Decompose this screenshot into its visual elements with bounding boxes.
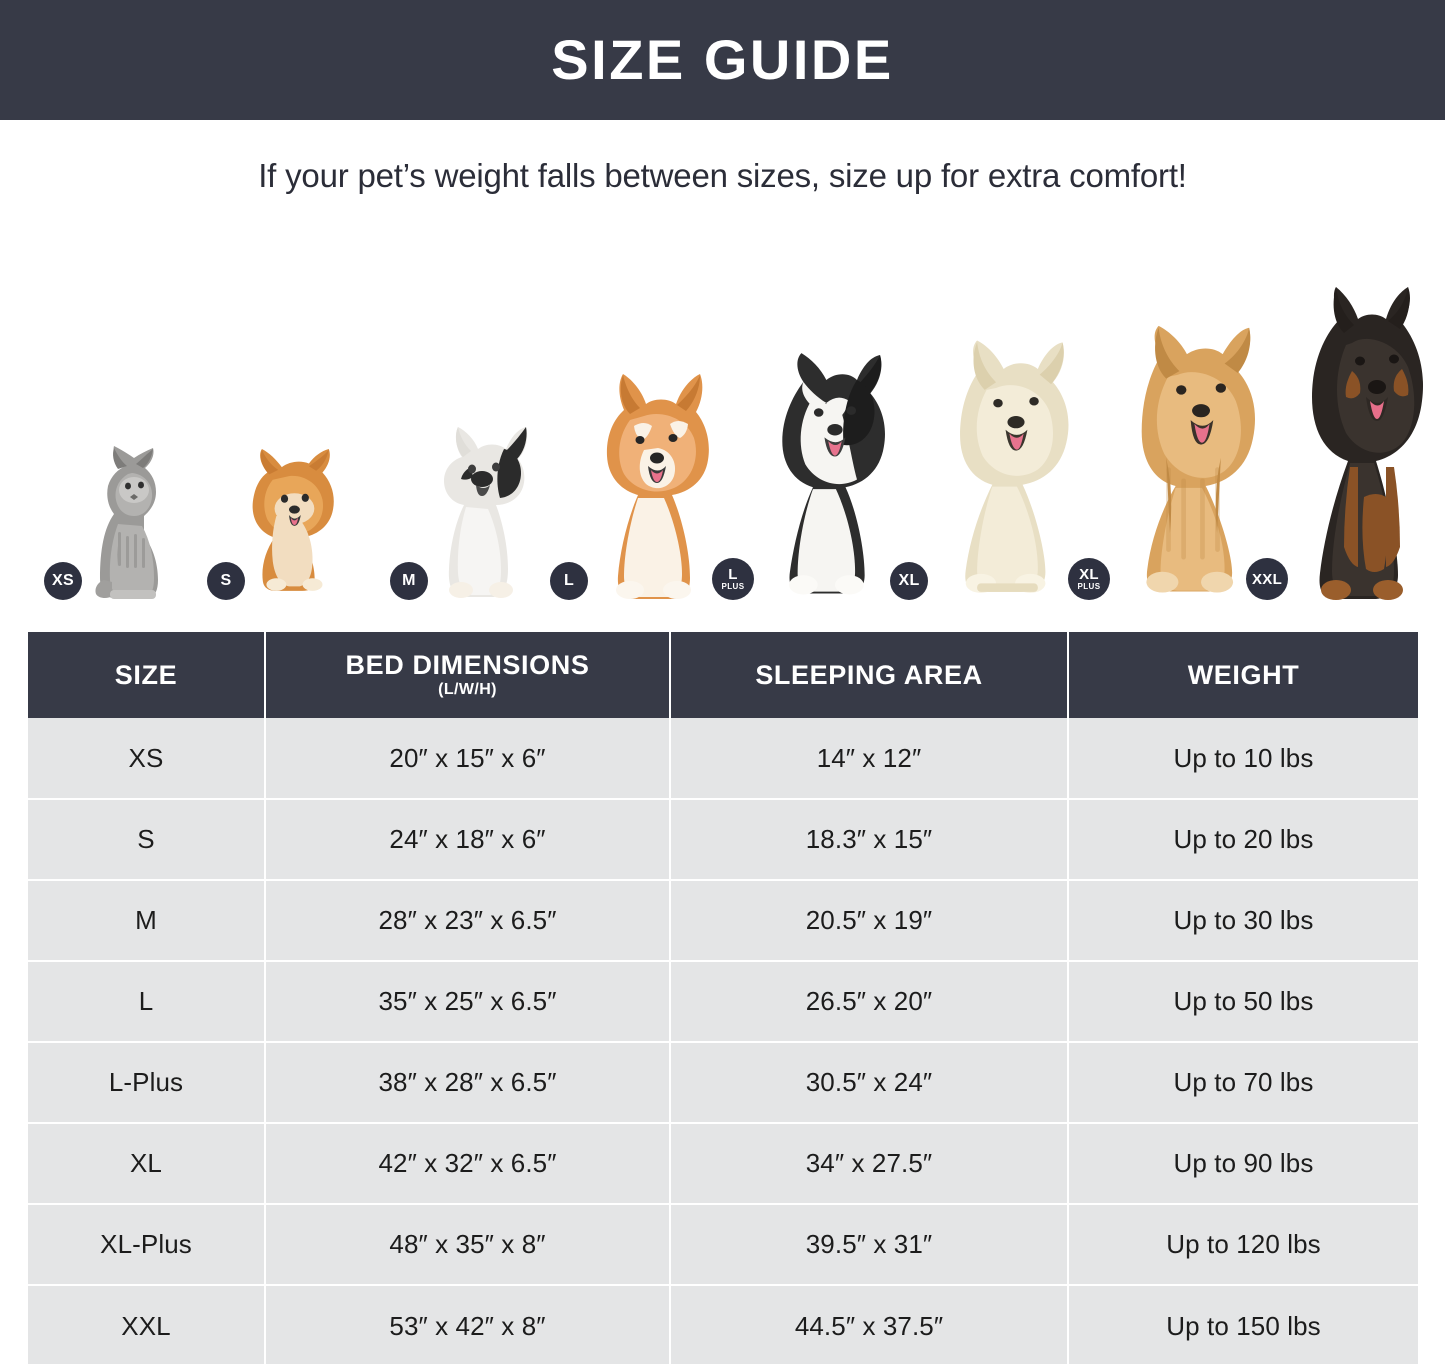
cell-weight: Up to 120 lbs [1068, 1204, 1418, 1286]
cell-sleeping-area: 30.5″ x 24″ [670, 1042, 1069, 1124]
cell-size: M [28, 880, 266, 962]
cell-bed-dimensions: 24″ x 18″ x 6″ [265, 799, 671, 881]
cell-weight: Up to 10 lbs [1068, 718, 1418, 800]
table-row: XS 20″ x 15″ x 6″ 14″ x 12″ Up to 10 lbs [28, 718, 1418, 800]
cell-weight: Up to 30 lbs [1068, 880, 1418, 962]
cell-bed-dimensions: 53″ x 42″ x 8″ [265, 1285, 671, 1364]
size-badge-xxl: XXL [1246, 558, 1288, 600]
golden-retriever-icon [1141, 325, 1256, 593]
column-header-sleeping-area: SLEEPING AREA [670, 632, 1069, 718]
column-header-bed-dimensions-label: BED DIMENSIONS [345, 649, 590, 680]
page-title: SIZE GUIDE [551, 28, 894, 91]
table-row: XXL 53″ x 42″ x 8″ 44.5″ x 37.5″ Up to 1… [28, 1285, 1418, 1364]
cell-sleeping-area: 34″ x 27.5″ [670, 1123, 1069, 1205]
column-header-size: SIZE [28, 632, 266, 718]
size-table: SIZE BED DIMENSIONS (L/W/H) SLEEPING ARE… [28, 632, 1418, 1364]
border-collie-icon [782, 353, 885, 595]
cell-size: XL-Plus [28, 1204, 266, 1286]
cell-weight: Up to 20 lbs [1068, 799, 1418, 881]
size-badge-l-plus: L PLUS [712, 558, 754, 600]
size-badge-xl: XL [890, 562, 928, 600]
cell-size: L [28, 961, 266, 1043]
size-badge-label: L [728, 566, 738, 583]
pet-slot-s: S [205, 425, 355, 600]
pet-slot-xxl: XXL [1246, 278, 1445, 600]
size-badge-label: XXL [1251, 570, 1283, 588]
cell-size: XL [28, 1123, 266, 1205]
table-header-row: SIZE BED DIMENSIONS (L/W/H) SLEEPING ARE… [28, 632, 1418, 718]
subtitle-text: If your pet’s weight falls between sizes… [258, 157, 1187, 194]
cell-size: L-Plus [28, 1042, 266, 1124]
pet-slot-xs: XS [42, 435, 192, 600]
cell-size: XXL [28, 1285, 266, 1364]
cell-size: S [28, 799, 266, 881]
size-badge-xl-plus: XL PLUS [1068, 558, 1110, 600]
pomeranian-icon [252, 449, 334, 591]
column-header-size-label: SIZE [114, 659, 178, 690]
cell-bed-dimensions: 38″ x 28″ x 6.5″ [265, 1042, 671, 1124]
pet-slot-xl: XL [890, 315, 1090, 600]
cell-sleeping-area: 14″ x 12″ [670, 718, 1069, 800]
column-header-bed-dimensions: BED DIMENSIONS (L/W/H) [265, 632, 671, 718]
cell-bed-dimensions: 28″ x 23″ x 6.5″ [265, 880, 671, 962]
shiba-inu-icon [606, 374, 709, 599]
size-badge-label: XS [52, 572, 74, 589]
cell-sleeping-area: 44.5″ x 37.5″ [670, 1285, 1069, 1364]
table-header: SIZE BED DIMENSIONS (L/W/H) SLEEPING ARE… [28, 632, 1418, 718]
column-header-weight: WEIGHT [1068, 632, 1418, 718]
pet-slot-m: M [388, 400, 548, 600]
column-header-sleeping-area-label: SLEEPING AREA [755, 659, 983, 690]
size-badge-label: L [563, 572, 575, 589]
french-bulldog-icon [444, 427, 528, 598]
size-badge-sublabel: PLUS [1077, 582, 1101, 591]
cell-size: XS [28, 718, 266, 800]
pet-slot-l-plus: L PLUS [712, 330, 902, 600]
cell-weight: Up to 150 lbs [1068, 1285, 1418, 1364]
cat-grey-icon [95, 446, 158, 599]
cell-weight: Up to 90 lbs [1068, 1123, 1418, 1205]
table-row: XL 42″ x 32″ x 6.5″ 34″ x 27.5″ Up to 90… [28, 1123, 1418, 1205]
cell-weight: Up to 50 lbs [1068, 961, 1418, 1043]
column-header-bed-dimensions-sublabel: (L/W/H) [438, 681, 497, 699]
size-badge-m: M [390, 562, 428, 600]
pet-slot-l: L [548, 355, 728, 600]
size-badge-s: S [207, 562, 245, 600]
cell-sleeping-area: 18.3″ x 15″ [670, 799, 1069, 881]
pet-slot-xl-plus: XL PLUS [1068, 300, 1283, 600]
labrador-retriever-icon [960, 340, 1069, 593]
cell-sleeping-area: 26.5″ x 20″ [670, 961, 1069, 1043]
table-row: M 28″ x 23″ x 6.5″ 20.5″ x 19″ Up to 30 … [28, 880, 1418, 962]
size-badge-label: XL [898, 572, 920, 589]
size-badge-xs: XS [44, 562, 82, 600]
header-banner: SIZE GUIDE [0, 0, 1445, 120]
table-body: XS 20″ x 15″ x 6″ 14″ x 12″ Up to 10 lbs… [28, 718, 1418, 1364]
cell-sleeping-area: 39.5″ x 31″ [670, 1204, 1069, 1286]
cell-bed-dimensions: 20″ x 15″ x 6″ [265, 718, 671, 800]
cell-weight: Up to 70 lbs [1068, 1042, 1418, 1124]
cell-bed-dimensions: 35″ x 25″ x 6.5″ [265, 961, 671, 1043]
table-row: L 35″ x 25″ x 6.5″ 26.5″ x 20″ Up to 50 … [28, 961, 1418, 1043]
table-row: XL-Plus 48″ x 35″ x 8″ 39.5″ x 31″ Up to… [28, 1204, 1418, 1286]
table-row: L-Plus 38″ x 28″ x 6.5″ 30.5″ x 24″ Up t… [28, 1042, 1418, 1124]
size-badge-label: M [402, 572, 416, 589]
size-table-container: SIZE BED DIMENSIONS (L/W/H) SLEEPING ARE… [28, 632, 1418, 1364]
subtitle-section: If your pet’s weight falls between sizes… [0, 120, 1445, 232]
doberman-icon [1312, 287, 1424, 600]
size-badge-sublabel: PLUS [721, 582, 745, 591]
size-badge-label: S [220, 572, 232, 589]
cell-bed-dimensions: 48″ x 35″ x 8″ [265, 1204, 671, 1286]
column-header-weight-label: WEIGHT [1187, 659, 1300, 690]
size-badge-l: L [550, 562, 588, 600]
table-row: S 24″ x 18″ x 6″ 18.3″ x 15″ Up to 20 lb… [28, 799, 1418, 881]
size-badge-label: XL [1079, 566, 1099, 583]
cell-bed-dimensions: 42″ x 32″ x 6.5″ [265, 1123, 671, 1205]
cell-sleeping-area: 20.5″ x 19″ [670, 880, 1069, 962]
pet-size-illustration-strip: XS [0, 232, 1445, 622]
